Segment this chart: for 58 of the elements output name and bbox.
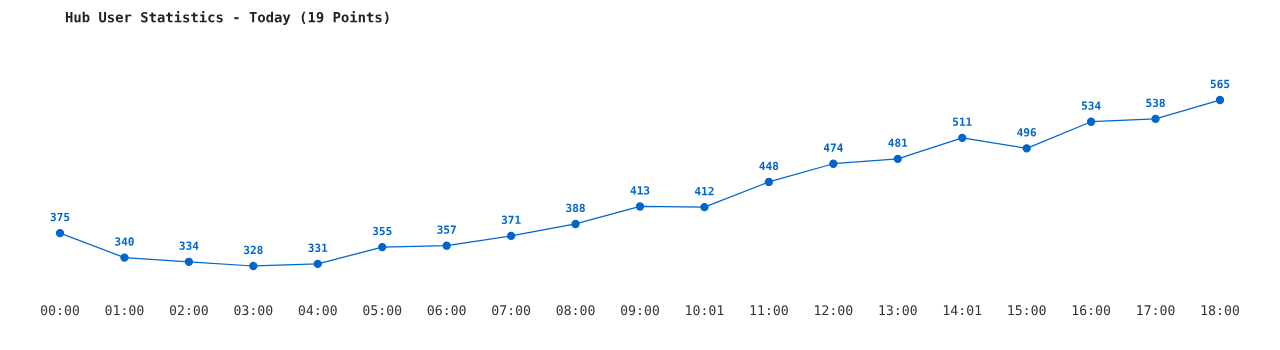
chart-title: Hub User Statistics - Today (19 Points) [65, 10, 389, 26]
x-tick-label: 18:00 [1201, 305, 1239, 316]
data-label: 511 [952, 117, 972, 126]
data-label: 340 [115, 237, 134, 246]
data-label: 413 [630, 186, 650, 195]
point [313, 259, 322, 269]
x-tick-label: 17:00 [1137, 305, 1175, 316]
point [635, 202, 645, 211]
point [764, 177, 774, 187]
x-tick-label: 07:00 [492, 305, 531, 316]
point [442, 241, 451, 250]
x-tick-label: 12:00 [815, 305, 853, 316]
x-tick-label: 10:01 [686, 305, 724, 316]
x-tick-label: 13:00 [879, 305, 917, 316]
point [1215, 95, 1225, 105]
data-label: 474 [823, 143, 843, 152]
data-label: 357 [437, 225, 456, 234]
point [1086, 117, 1096, 126]
x-tick-label: 05:00 [363, 305, 402, 316]
point [1022, 144, 1031, 153]
data-label: 565 [1210, 79, 1230, 89]
point [378, 242, 387, 252]
data-label: 412 [694, 186, 714, 196]
data-label: 481 [888, 138, 908, 147]
data-label: 328 [243, 245, 263, 255]
data-label: 538 [1146, 98, 1165, 108]
x-tick-label: 03:00 [234, 305, 273, 316]
data-label: 496 [1017, 128, 1037, 137]
x-tick-label: 06:00 [427, 305, 466, 316]
x-tick-label: 14:01 [943, 305, 982, 316]
point [829, 159, 838, 168]
data-label: 448 [759, 161, 779, 171]
x-tick-label: 16:00 [1072, 305, 1111, 316]
data-label: 331 [308, 243, 328, 253]
x-tick-label: 09:00 [621, 305, 659, 316]
point [700, 202, 709, 212]
point [958, 133, 967, 142]
point [1151, 114, 1160, 124]
point [184, 257, 194, 266]
data-label: 534 [1081, 101, 1101, 110]
x-tick-label: 15:00 [1008, 305, 1046, 316]
x-tick-label: 08:00 [556, 305, 595, 316]
x-tick-label: 01:00 [105, 305, 144, 316]
data-label: 371 [501, 215, 521, 225]
data-label: 388 [566, 203, 585, 213]
point [249, 261, 258, 271]
x-tick-label: 11:00 [750, 305, 788, 316]
point [120, 253, 129, 262]
data-label: 334 [179, 241, 199, 250]
data-label: 375 [50, 212, 70, 222]
point [893, 154, 902, 164]
point [571, 219, 580, 229]
x-tick-label: 00:00 [41, 305, 79, 316]
x-tick-label: 04:00 [298, 305, 337, 316]
data-label: 355 [372, 226, 392, 236]
point [506, 231, 516, 241]
point [55, 228, 65, 238]
x-tick-label: 02:00 [169, 305, 208, 316]
